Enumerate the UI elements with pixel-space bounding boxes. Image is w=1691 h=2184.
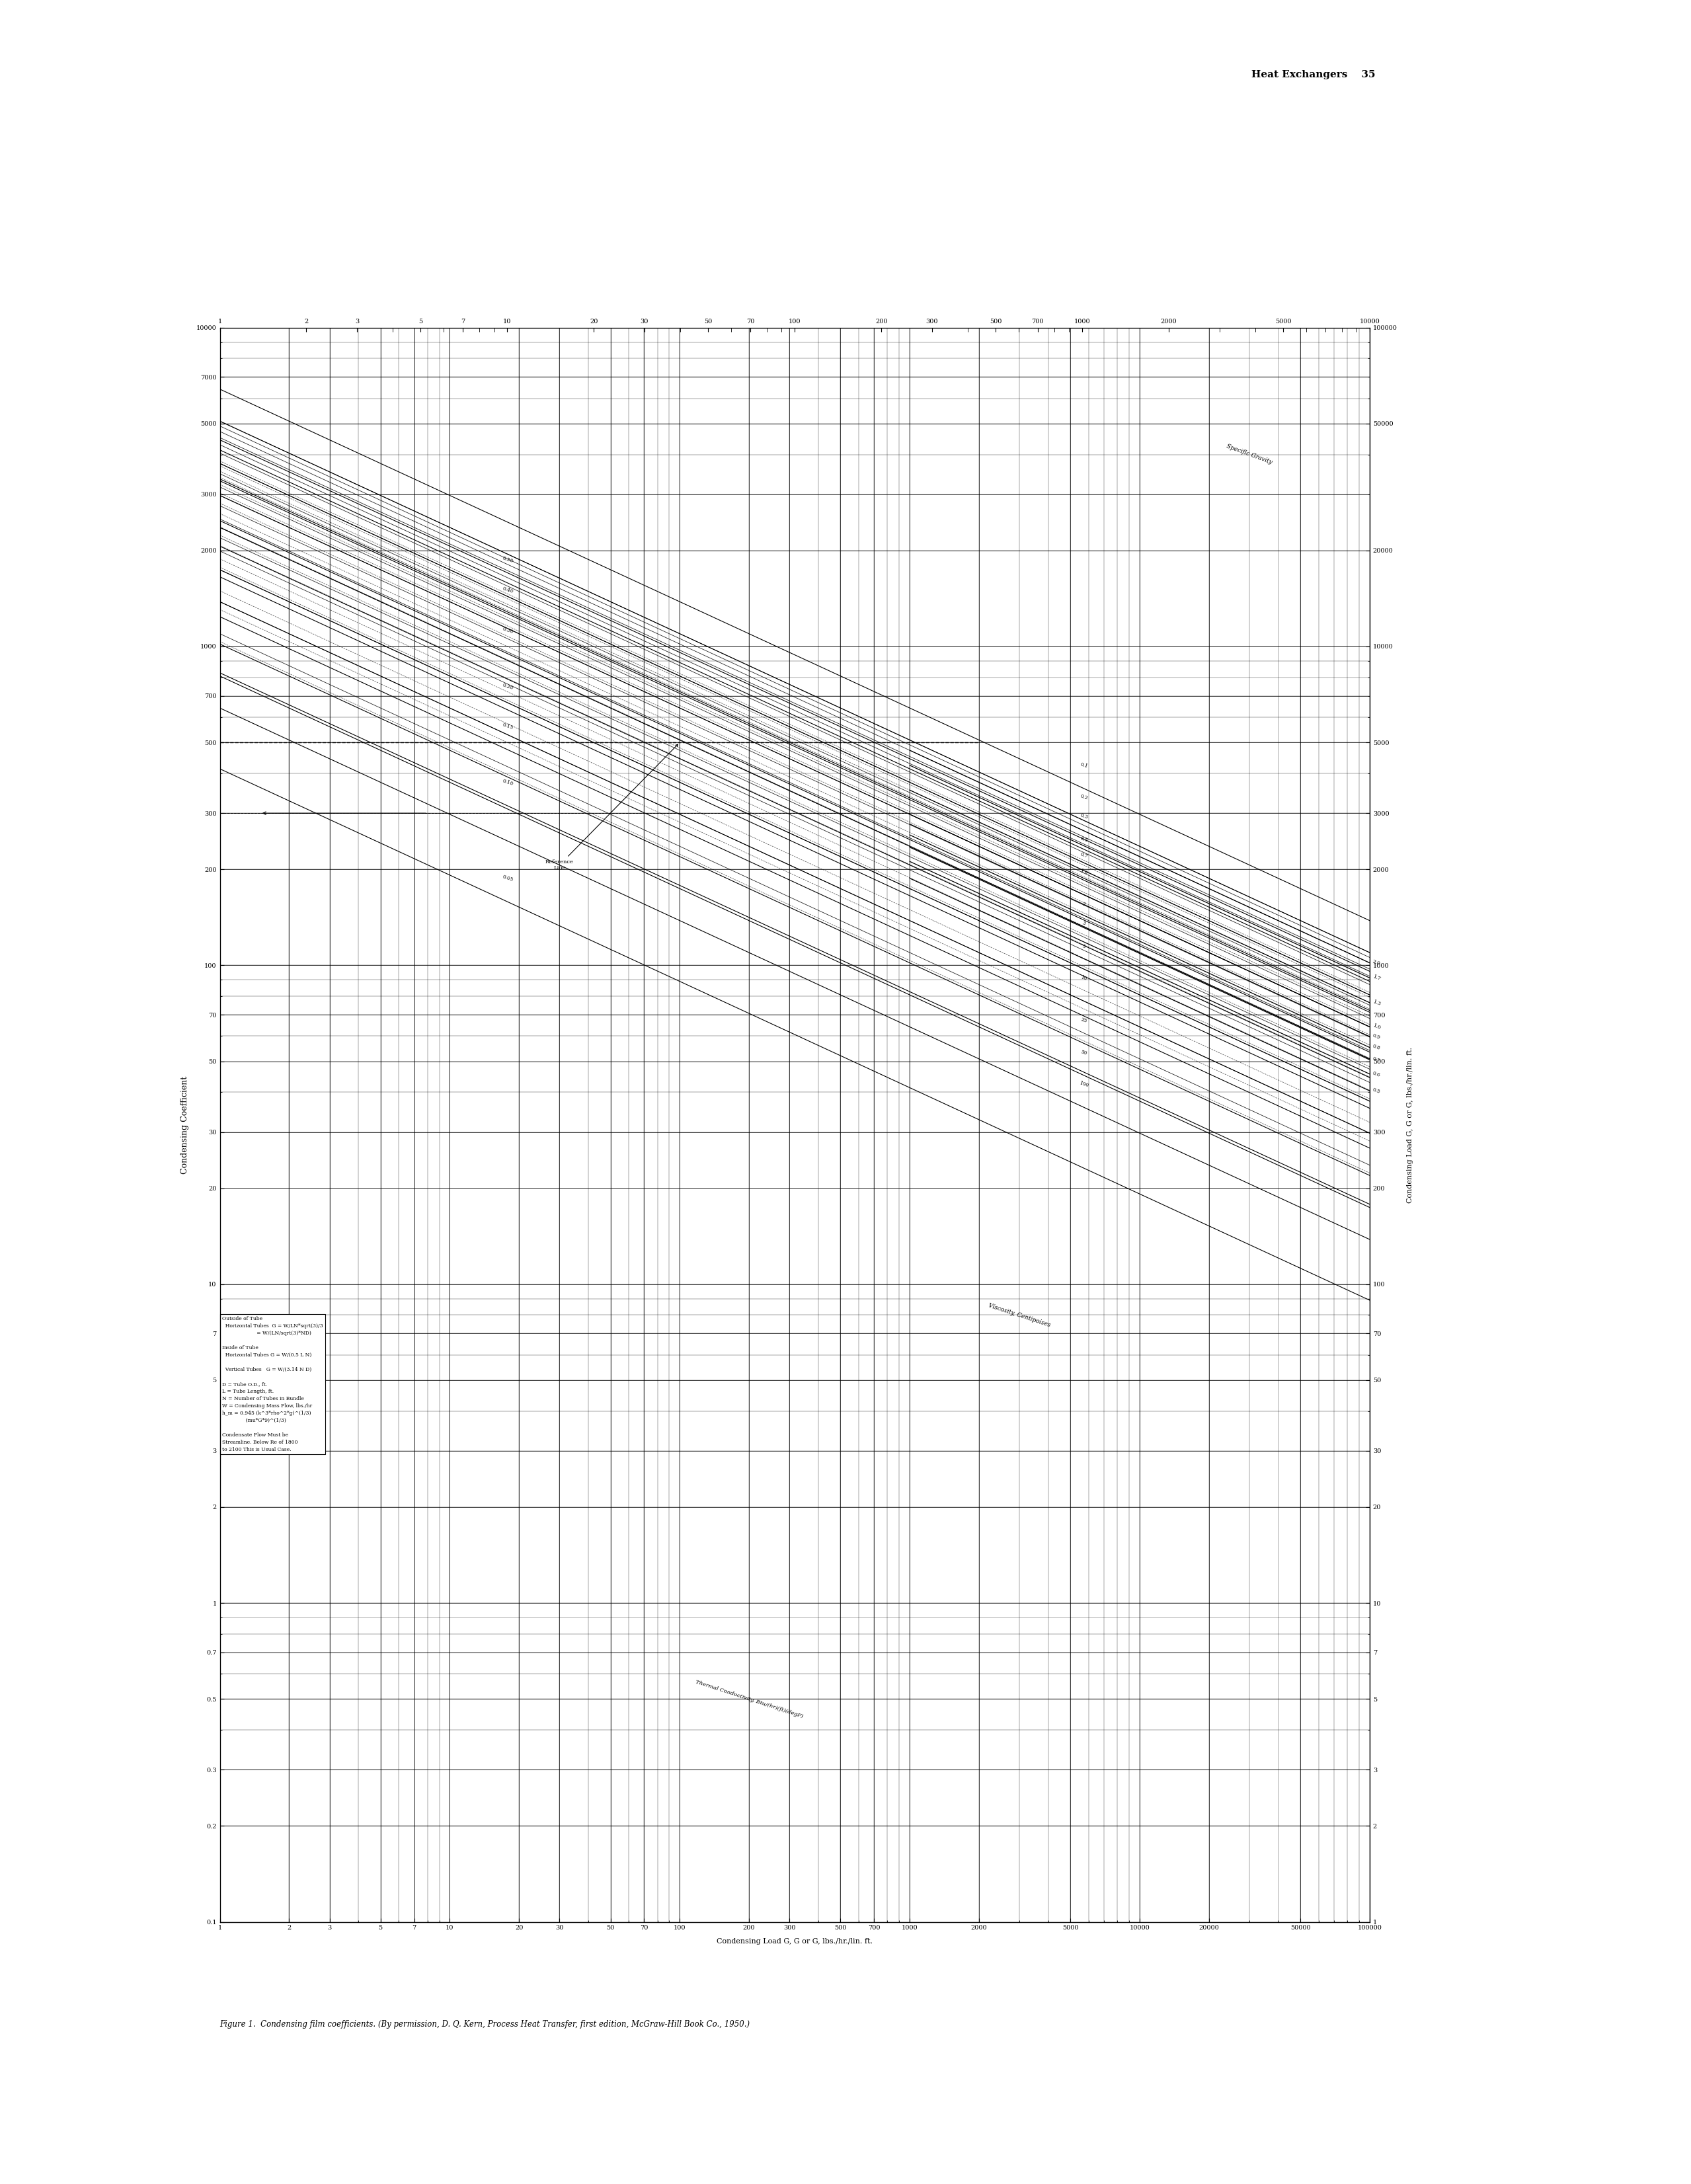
Text: 50: 50 bbox=[1081, 1048, 1087, 1057]
Text: 1.0: 1.0 bbox=[1079, 867, 1089, 876]
Text: 0.30: 0.30 bbox=[502, 627, 514, 636]
Text: 10: 10 bbox=[1081, 974, 1087, 983]
Text: 0.50: 0.50 bbox=[502, 555, 514, 563]
Text: 2: 2 bbox=[1082, 902, 1086, 909]
Y-axis label: Condensing Load G, G or G, lbs./hr./lin. ft.: Condensing Load G, G or G, lbs./hr./lin.… bbox=[1407, 1046, 1414, 1203]
Text: 0.15: 0.15 bbox=[502, 723, 514, 729]
Text: 0.8: 0.8 bbox=[1371, 1044, 1382, 1051]
Text: 0.05: 0.05 bbox=[502, 874, 514, 882]
Text: 100: 100 bbox=[1079, 1081, 1089, 1088]
Text: 1.3: 1.3 bbox=[1371, 998, 1382, 1007]
Text: Reference
Line: Reference Line bbox=[546, 745, 678, 871]
Text: 0.10: 0.10 bbox=[502, 778, 514, 786]
Text: 0.1: 0.1 bbox=[1079, 762, 1089, 769]
Text: 0.7: 0.7 bbox=[1371, 1055, 1382, 1064]
Text: 1.0: 1.0 bbox=[1371, 1022, 1382, 1031]
Text: 1.7: 1.7 bbox=[1371, 974, 1382, 983]
Text: 2.0: 2.0 bbox=[1371, 959, 1382, 968]
Text: Outside of Tube
  Horizontal Tubes  G = W/LN*sqrt(3)/3
                      = W: Outside of Tube Horizontal Tubes G = W/L… bbox=[222, 1317, 323, 1452]
Text: Viscosity, Centipoises: Viscosity, Centipoises bbox=[988, 1302, 1052, 1328]
Text: 0.5: 0.5 bbox=[1371, 1088, 1382, 1094]
Text: 0.7: 0.7 bbox=[1079, 852, 1089, 858]
Y-axis label: Condensing Coefficient: Condensing Coefficient bbox=[181, 1077, 189, 1173]
X-axis label: Condensing Load G, G or G, lbs./hr./lin. ft.: Condensing Load G, G or G, lbs./hr./lin.… bbox=[717, 1939, 873, 1946]
Text: 3: 3 bbox=[1082, 919, 1086, 926]
Text: 5: 5 bbox=[1082, 943, 1086, 950]
Text: 0.40: 0.40 bbox=[502, 585, 514, 594]
Text: 0.2: 0.2 bbox=[1079, 793, 1089, 802]
Text: Heat Exchangers    35: Heat Exchangers 35 bbox=[1251, 70, 1375, 79]
Text: Figure 1.  Condensing film coefficients. (By permission, D. Q. Kern, Process Hea: Figure 1. Condensing film coefficients. … bbox=[220, 2020, 751, 2029]
Text: Thermal Conductivity, Btu/(hr)(ft)(degF): Thermal Conductivity, Btu/(hr)(ft)(degF) bbox=[695, 1679, 803, 1719]
Text: 0.20: 0.20 bbox=[502, 681, 514, 690]
Text: 0.9: 0.9 bbox=[1371, 1033, 1382, 1040]
Text: 0.6: 0.6 bbox=[1371, 1070, 1382, 1079]
Text: Specific Gravity: Specific Gravity bbox=[1226, 443, 1273, 465]
Text: 0.3: 0.3 bbox=[1079, 812, 1089, 819]
Text: 0.5: 0.5 bbox=[1079, 836, 1089, 843]
Text: 25: 25 bbox=[1081, 1018, 1087, 1024]
